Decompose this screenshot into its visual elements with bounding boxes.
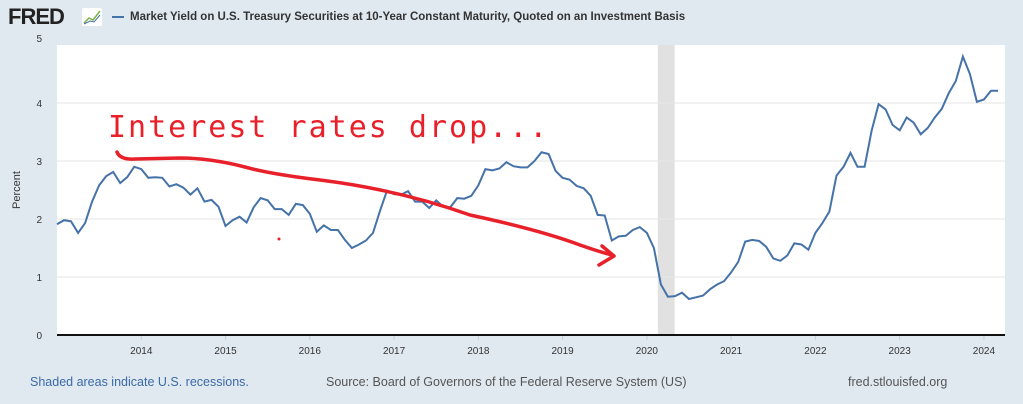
arrow-head-icon bbox=[597, 244, 616, 267]
source-text: Source: Board of Governors of the Federa… bbox=[326, 375, 687, 389]
site-link[interactable]: fred.stlouisfed.org bbox=[848, 375, 948, 389]
chart-legend: Market Yield on U.S. Treasury Securities… bbox=[112, 11, 685, 23]
y-tick-label: 5 bbox=[36, 34, 42, 45]
fred-logo[interactable]: FRED bbox=[8, 4, 65, 29]
x-tick-label: 2024 bbox=[973, 346, 996, 357]
y-tick-label: 4 bbox=[36, 99, 42, 110]
legend-line-swatch bbox=[112, 16, 124, 18]
series-title: Market Yield on U.S. Treasury Securities… bbox=[130, 11, 686, 23]
x-tick-label: 2017 bbox=[383, 346, 406, 357]
x-tick-label: 2016 bbox=[299, 346, 322, 357]
x-tick-label: 2021 bbox=[720, 346, 743, 357]
annotation-text: Interest rates drop... bbox=[108, 110, 549, 145]
y-tick-label: 0 bbox=[36, 331, 42, 342]
annotation-dot bbox=[277, 237, 281, 241]
y-tick-label: 2 bbox=[36, 215, 42, 226]
x-tick-label: 2019 bbox=[551, 346, 574, 357]
annotation-arrow bbox=[115, 150, 614, 257]
red-annotation: Interest rates drop... bbox=[108, 110, 616, 267]
x-tick-label: 2020 bbox=[636, 346, 659, 357]
x-tick-label: 2023 bbox=[889, 346, 912, 357]
recession-note-link[interactable]: Shaded areas indicate U.S. recessions. bbox=[30, 375, 249, 389]
x-tick-label: 2014 bbox=[130, 346, 153, 357]
series-line bbox=[56, 53, 998, 301]
y-axis-label: Percent bbox=[11, 171, 23, 209]
plot-area bbox=[57, 45, 1005, 335]
fred-chart-logo-icon bbox=[82, 8, 102, 26]
recession-shade bbox=[657, 45, 675, 335]
y-tick-label: 1 bbox=[36, 273, 42, 284]
x-tick-label: 2015 bbox=[214, 346, 237, 357]
x-tick-label: 2022 bbox=[804, 346, 827, 357]
y-tick-label: 3 bbox=[36, 157, 42, 168]
x-tick-label: 2018 bbox=[467, 346, 490, 357]
